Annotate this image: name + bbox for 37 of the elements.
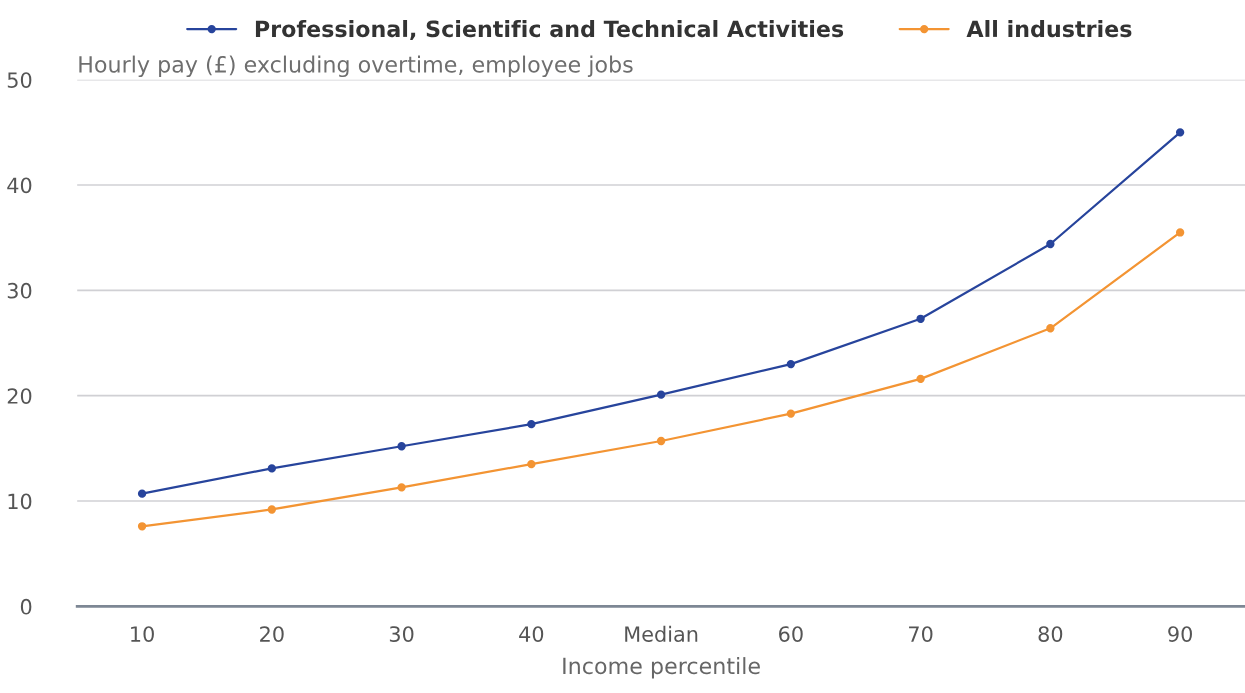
point (1046, 239, 1055, 249)
x-tick-label: 60 (779, 626, 803, 642)
legend-label: All industries (966, 20, 1132, 38)
point (1175, 228, 1185, 237)
x-axis-title: Income percentile (563, 657, 760, 679)
y-tick-label: 0 (20, 598, 32, 615)
y-tick-label: 10 (8, 493, 32, 510)
x-tick-label: 20 (260, 626, 284, 642)
y-tick-label: 40 (7, 177, 32, 194)
point (397, 483, 406, 492)
x-tick-label: 70 (909, 626, 933, 642)
chart-subtitle: Hourly pay (£) excluding overtime, employee jobs (79, 55, 633, 78)
x-tick-label: 40 (519, 626, 544, 642)
x-tick-label: 80 (1038, 626, 1063, 642)
point (267, 464, 276, 473)
y-tick-label: 20 (7, 388, 32, 404)
point (397, 442, 406, 451)
y-tick-label: 30 (7, 282, 32, 299)
x-tick-label: Median (625, 625, 698, 642)
point (527, 460, 536, 469)
point (1046, 324, 1055, 333)
y-tick-label: 50 (7, 72, 32, 88)
point (786, 359, 796, 369)
x-tick-label: 30 (389, 626, 414, 642)
legend-label: Professional, Scientific and Technical Activities (255, 20, 844, 41)
x-tick-label: 90 (1168, 626, 1192, 642)
point (656, 436, 666, 446)
point (267, 505, 276, 514)
point (916, 374, 925, 384)
point (1175, 128, 1185, 137)
point (786, 409, 796, 418)
x-tick-label: 10 (131, 626, 154, 642)
point (916, 314, 925, 323)
point (137, 522, 147, 531)
point (137, 489, 147, 498)
point (656, 390, 666, 399)
point (527, 419, 536, 429)
